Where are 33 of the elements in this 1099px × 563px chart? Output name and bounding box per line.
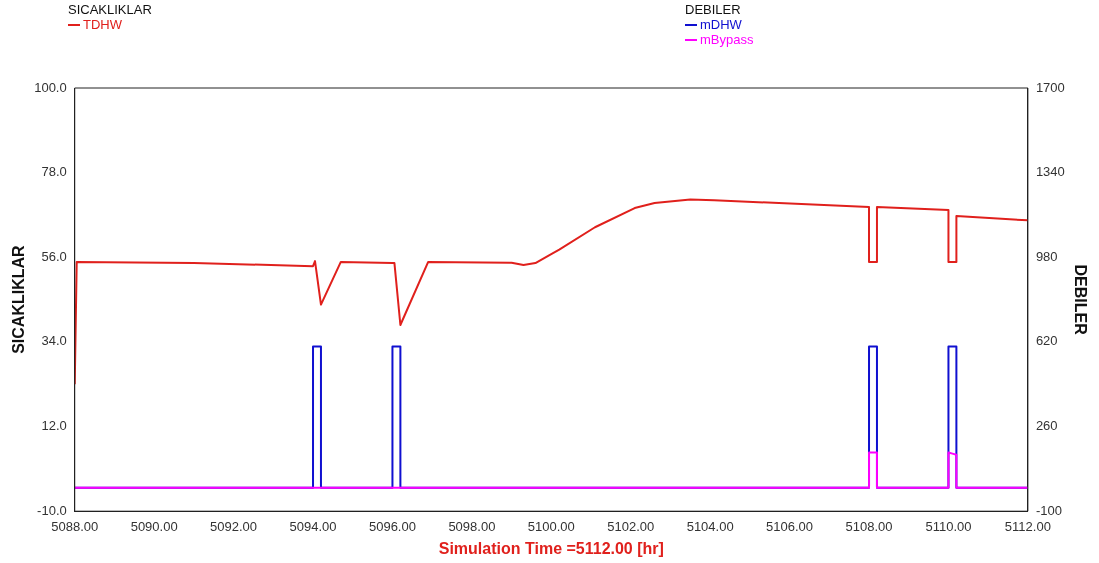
x-tick-label: 5108.00	[845, 518, 893, 534]
x-tick-label: 5112.00	[1004, 518, 1051, 534]
y2-tick-label: 620	[1035, 333, 1058, 349]
x-tick-label: 5092.00	[210, 518, 258, 534]
y2-tick-label: 1700	[1035, 79, 1065, 95]
legend-label: TDHW	[83, 17, 122, 32]
x-tick-label: 5094.00	[289, 518, 337, 534]
y-tick-label: 56.0	[41, 248, 67, 264]
x-tick-label: 5096.00	[368, 518, 416, 534]
x-tick-label: 5088.00	[51, 518, 99, 534]
x-tick-label: 5090.00	[130, 518, 178, 534]
x-tick-label: 5104.00	[686, 518, 734, 534]
text: DEBILER	[685, 2, 741, 17]
y-tick-label: 78.0	[41, 164, 67, 180]
legend-label: mBypass	[700, 32, 754, 47]
x-tick-label: 5098.00	[448, 518, 496, 534]
x-tick-label: 5102.00	[607, 518, 655, 534]
y2-tick-label: 1340	[1035, 164, 1065, 180]
y2-tick-label: -100	[1035, 502, 1062, 518]
y-tick-label: 12.0	[41, 418, 67, 434]
y-tick-label: -10.0	[37, 502, 67, 518]
y-tick-label: 34.0	[41, 333, 67, 349]
x-tick-label: 5110.00	[925, 518, 972, 534]
y2-tick-label: 260	[1035, 418, 1058, 434]
y2-axis-title: DEBILER	[1071, 264, 1089, 336]
y-axis-title: SICAKLIKLAR	[10, 244, 28, 354]
legend-label: mDHW	[700, 17, 742, 32]
y2-tick-label: 980	[1035, 248, 1058, 264]
y-tick-label: 100.0	[34, 79, 67, 95]
x-tick-label: 5100.00	[527, 518, 575, 534]
x-axis-title: Simulation Time =5112.00 [hr]	[438, 539, 664, 557]
text: SICAKLIKLAR	[68, 2, 152, 17]
x-tick-label: 5106.00	[766, 518, 814, 534]
